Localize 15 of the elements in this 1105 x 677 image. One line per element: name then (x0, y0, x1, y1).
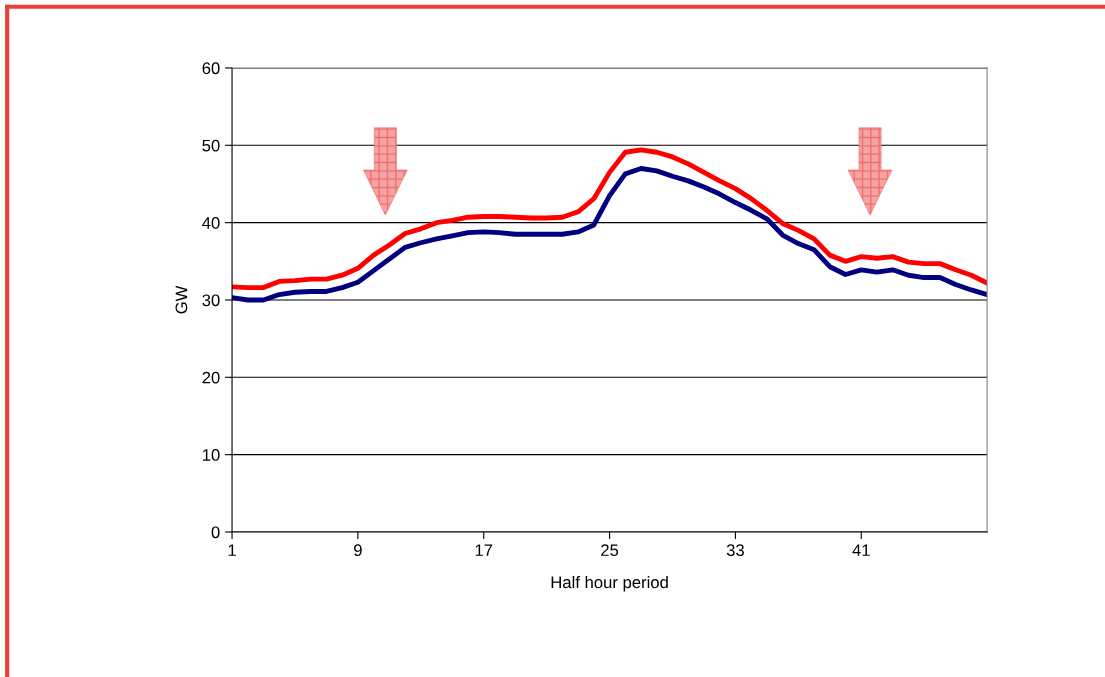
y-tick-label: 20 (202, 371, 220, 384)
x-tick-label: 1 (228, 544, 236, 556)
y-tick-label: 30 (202, 294, 220, 307)
y-tick-label: 10 (202, 449, 220, 461)
x-tick-label: 41 (852, 544, 870, 556)
y-tick-label: 0 (211, 526, 220, 539)
y-tick-label: 60 (202, 62, 220, 75)
x-tick-label: 9 (354, 544, 362, 557)
y-axis-title: GW (175, 285, 188, 314)
x-tick-label: 33 (726, 544, 744, 557)
x-tick-label: 17 (475, 544, 493, 556)
x-tick-label: 25 (601, 544, 619, 557)
x-axis-title: Half hour period (551, 576, 668, 592)
y-tick-label: 50 (202, 139, 220, 152)
y-tick-label: 40 (202, 217, 220, 229)
